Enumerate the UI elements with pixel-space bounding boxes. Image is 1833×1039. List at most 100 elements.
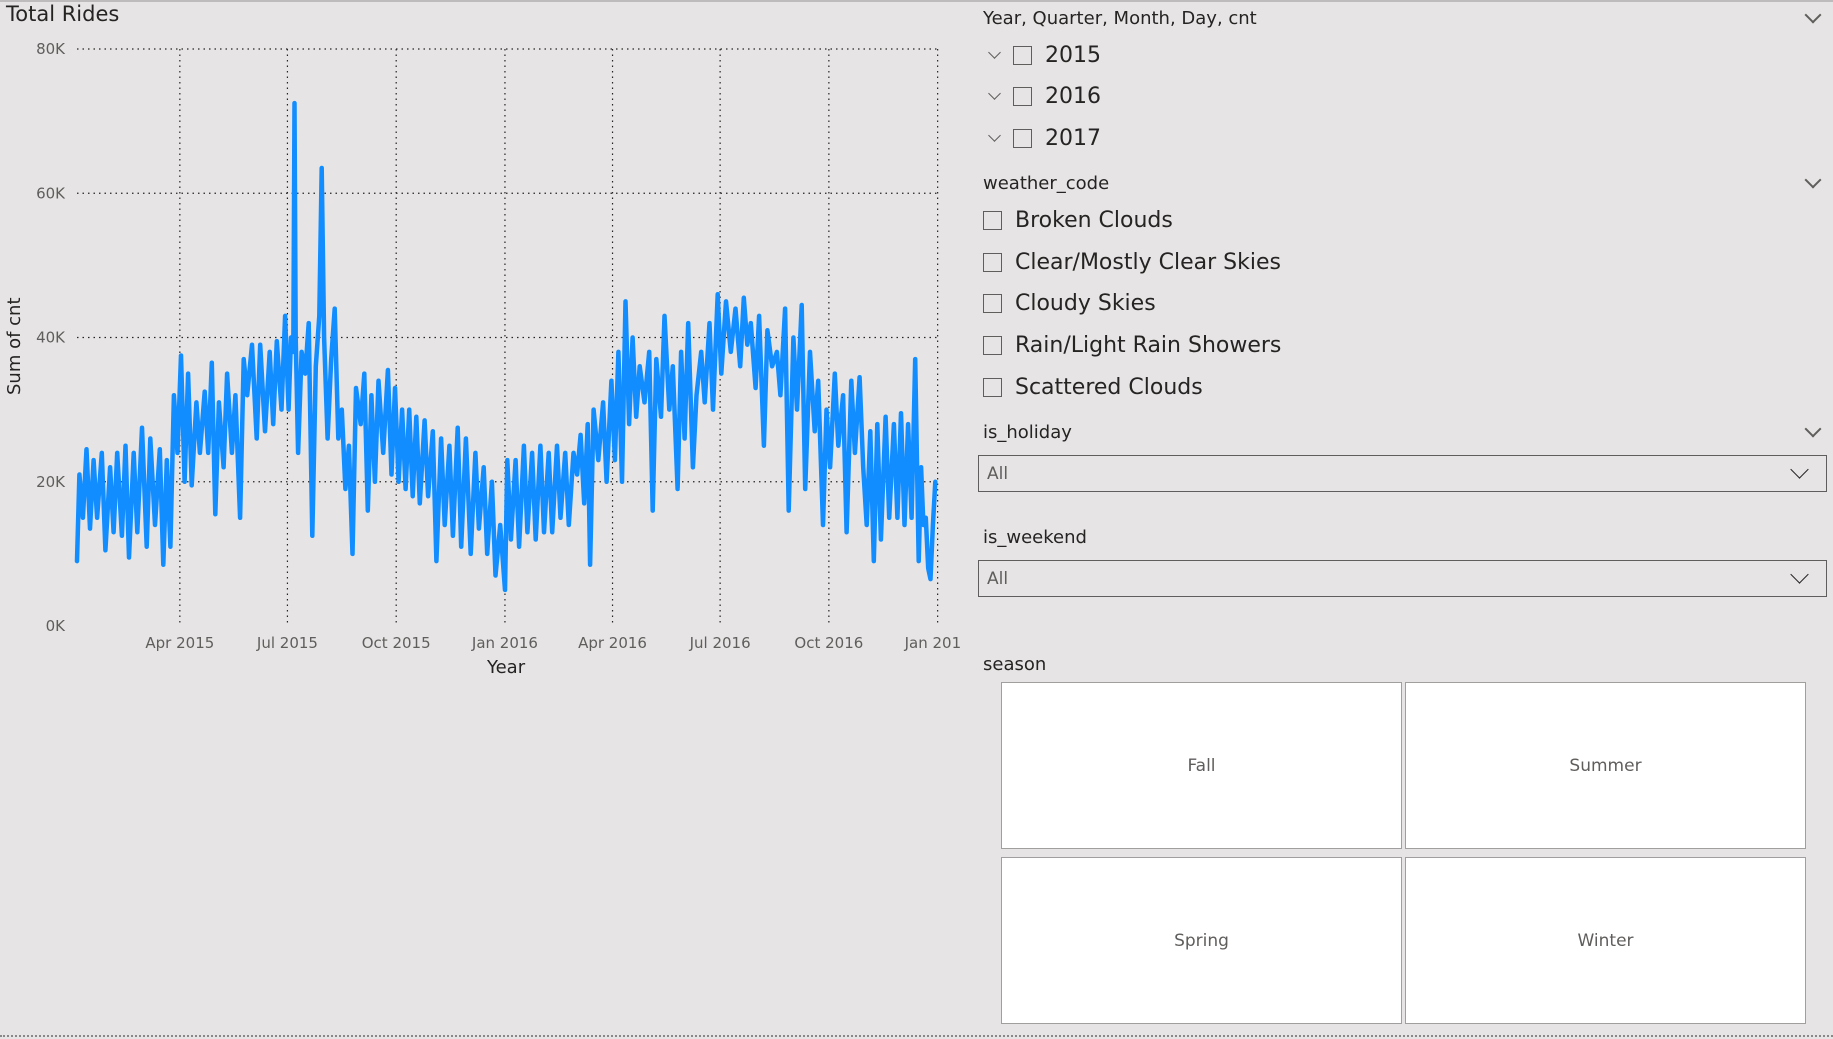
data-point <box>141 426 143 429</box>
weather-item-clear-skies[interactable]: Clear/Mostly Clear Skies <box>983 247 1281 277</box>
season-tile-winter[interactable]: Winter <box>1405 857 1806 1024</box>
data-point <box>482 466 485 469</box>
x-axis-title: Year <box>487 657 526 678</box>
data-point <box>695 394 698 397</box>
data-point <box>539 444 542 447</box>
weather-item-broken-clouds[interactable]: Broken Clouds <box>983 205 1173 235</box>
data-point <box>523 444 525 447</box>
data-point <box>469 553 472 555</box>
checkbox[interactable] <box>983 377 1002 397</box>
data-point <box>404 488 407 490</box>
holiday-dropdown[interactable]: All <box>978 455 1827 492</box>
data-point <box>845 531 848 533</box>
season-tile-summer[interactable]: Summer <box>1405 682 1806 849</box>
season-tile-spring[interactable]: Spring <box>1001 857 1402 1024</box>
data-point <box>359 423 362 425</box>
data-point <box>779 394 782 397</box>
checkbox[interactable] <box>983 252 1002 272</box>
checkbox[interactable] <box>1013 128 1032 148</box>
data-point <box>784 307 786 310</box>
data-point <box>796 408 798 411</box>
data-point <box>226 372 228 375</box>
data-point <box>771 365 773 368</box>
data-point <box>579 434 582 436</box>
data-point <box>888 517 890 519</box>
data-point <box>597 459 600 461</box>
chevron-down-icon[interactable] <box>1790 565 1809 584</box>
data-point <box>589 563 591 566</box>
season-slicer-title: season <box>983 654 1047 675</box>
data-point <box>929 578 932 580</box>
total-rides-chart[interactable]: 0K 20K 40K 60K 80K Apr 2015 Jul 2015 Oct 2015 Ja… <box>0 0 960 700</box>
x-tick-label: Jul 2016 <box>689 634 751 652</box>
weather-item-scattered-clouds[interactable]: Scattered Clouds <box>983 372 1203 402</box>
weekend-dropdown[interactable]: All <box>978 560 1827 597</box>
chevron-down-icon[interactable] <box>1804 171 1822 189</box>
data-point <box>920 466 922 469</box>
data-point <box>311 535 314 537</box>
chevron-down-icon[interactable] <box>988 86 1001 100</box>
data-point <box>239 517 241 519</box>
weather-item-label: Scattered Clouds <box>1015 374 1203 400</box>
data-point <box>680 351 682 353</box>
season-tile-fall[interactable]: Fall <box>1001 682 1402 849</box>
date-slicer-item-2016[interactable]: 2016 <box>983 81 1101 111</box>
data-point <box>423 419 426 422</box>
chevron-down-icon[interactable] <box>1804 420 1822 438</box>
chevron-down-icon[interactable] <box>988 45 1001 59</box>
data-point <box>259 343 262 346</box>
data-point <box>763 444 765 447</box>
y-tick-label: 20K <box>36 473 66 491</box>
data-point <box>149 437 152 440</box>
data-point <box>344 488 347 490</box>
data-point <box>419 502 421 505</box>
checkbox[interactable] <box>983 293 1002 313</box>
data-point <box>304 372 307 375</box>
data-point <box>628 423 630 425</box>
data-point <box>124 444 127 447</box>
data-point <box>621 481 623 483</box>
data-point <box>683 437 686 440</box>
date-slicer-item-2017[interactable]: 2017 <box>983 123 1101 153</box>
data-point <box>813 430 816 433</box>
data-point <box>315 365 317 368</box>
series-line[interactable] <box>74 100 938 593</box>
data-point <box>443 524 446 526</box>
data-point <box>222 466 225 469</box>
data-point <box>605 481 608 483</box>
data-point <box>758 315 760 317</box>
data-point <box>432 430 434 433</box>
data-point <box>214 513 217 515</box>
weather-item-rain[interactable]: Rain/Light Rain Showers <box>983 330 1281 360</box>
checkbox[interactable] <box>1013 45 1032 65</box>
season-tile-label: Fall <box>1187 755 1216 776</box>
date-slicer-item-2015[interactable]: 2015 <box>983 40 1101 70</box>
data-point <box>92 459 95 461</box>
data-point <box>792 336 795 339</box>
data-point <box>85 448 88 451</box>
chevron-down-icon[interactable] <box>988 128 1001 142</box>
data-point <box>382 452 385 454</box>
data-point <box>651 509 654 512</box>
data-point <box>78 473 81 476</box>
data-point <box>320 167 323 169</box>
data-point <box>809 351 811 353</box>
data-point <box>750 322 752 324</box>
weekend-slicer-title: is_weekend <box>983 527 1087 548</box>
data-point <box>112 531 115 533</box>
date-slicer-title: Year, Quarter, Month, Day, cnt <box>983 8 1257 29</box>
data-point <box>104 549 107 552</box>
data-point <box>293 102 296 104</box>
data-point <box>858 376 861 379</box>
data-point <box>624 300 627 303</box>
weather-item-cloudy-skies[interactable]: Cloudy Skies <box>983 288 1156 318</box>
data-point <box>427 495 429 498</box>
checkbox[interactable] <box>1013 86 1032 106</box>
checkbox[interactable] <box>983 210 1002 230</box>
data-point <box>96 517 98 519</box>
chevron-down-icon[interactable] <box>1790 460 1809 479</box>
data-point <box>478 527 480 530</box>
chevron-down-icon[interactable] <box>1804 6 1822 24</box>
data-point <box>456 426 459 429</box>
checkbox[interactable] <box>983 335 1002 355</box>
